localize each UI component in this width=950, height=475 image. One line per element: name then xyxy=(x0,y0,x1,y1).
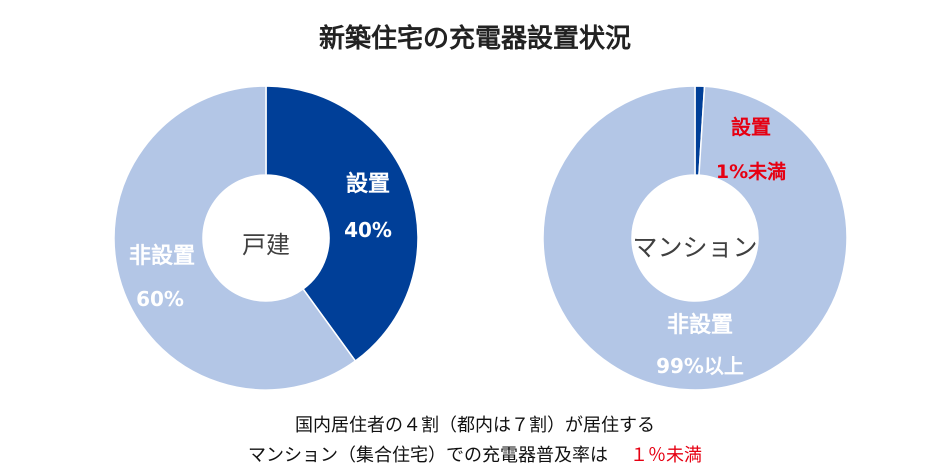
label-detached-installed-value: 40% xyxy=(344,218,392,242)
label-condo-installed-value: 1%未満 xyxy=(716,160,786,183)
label-condo-not-installed-name: 非設置 xyxy=(667,312,733,338)
donut-detached-not-installed-slice xyxy=(113,85,357,391)
caption-line-1: 国内居住者の４割（都内は７割）が居住する xyxy=(295,415,655,436)
label-condo-not-installed-value: 99%以上 xyxy=(656,354,744,378)
donut-chart-detached-house xyxy=(113,85,419,391)
caption-line-2: マンション（集合住宅）での充電器普及率は １％未満 xyxy=(0,441,950,467)
label-detached-not-installed-name: 非設置 xyxy=(129,243,195,269)
donut-charts: 設置 40% 非設置 60% 戸建 設置 1%未満 非設置 99%以上 マンショ… xyxy=(113,85,848,391)
donut-detached-installed-slice xyxy=(265,85,419,363)
chart-labels: 設置 40% 非設置 60% 戸建 設置 1%未満 非設置 99%以上 マンショ… xyxy=(129,115,786,378)
caption-highlight: １％未満 xyxy=(630,445,702,466)
label-condo-installed-name: 設置 xyxy=(731,115,771,139)
caption-line-2-text: マンション（集合住宅）での充電器普及率は xyxy=(248,445,608,466)
center-label-condominium: マンション xyxy=(632,233,757,262)
label-detached-not-installed-value: 60% xyxy=(136,287,184,311)
donut-condo-not-installed-slice xyxy=(542,85,848,391)
chart-title: 新築住宅の充電器設置状況 xyxy=(318,24,631,54)
donut-chart-condominium xyxy=(542,85,848,391)
label-detached-installed-name: 設置 xyxy=(346,171,390,197)
center-label-detached: 戸建 xyxy=(242,231,290,259)
